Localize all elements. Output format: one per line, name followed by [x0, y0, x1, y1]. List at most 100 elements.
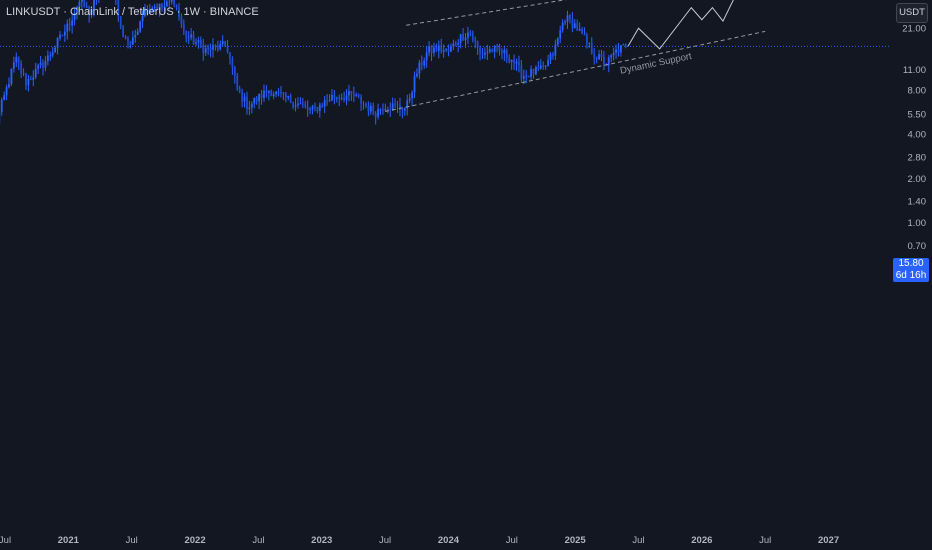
y-tick-label-11: 5.50 [908, 109, 927, 120]
y-tick-label-8: 21.00 [902, 24, 926, 35]
candle [328, 94, 331, 102]
y-tick-label-14: 2.00 [908, 174, 927, 185]
candle [277, 88, 280, 97]
candle [571, 11, 574, 33]
candle [44, 56, 47, 72]
candle [518, 55, 520, 73]
candle [535, 65, 537, 76]
y-tick-label-16: 1.00 [908, 218, 927, 229]
candle [481, 47, 484, 60]
candle [56, 36, 59, 55]
candle [170, 0, 173, 5]
candle [391, 97, 394, 112]
candle [311, 104, 314, 115]
candle [515, 58, 518, 71]
candle [187, 31, 190, 45]
candle [151, 6, 154, 12]
candle [573, 19, 576, 29]
candle [71, 14, 74, 34]
support-line[interactable] [384, 30, 766, 112]
candle [316, 106, 319, 114]
y-tick-label-9: 11.00 [903, 65, 926, 76]
candle [61, 34, 64, 37]
candle [119, 15, 122, 30]
projection-path[interactable] [627, 0, 744, 50]
candle [607, 55, 610, 73]
candle [348, 84, 350, 102]
candle [197, 36, 200, 49]
x-tick-label-11: 2026 [691, 535, 712, 546]
candle [270, 89, 273, 97]
candle [401, 108, 404, 119]
candle [595, 56, 598, 64]
x-tick-label-8: Jul [506, 535, 518, 546]
candle [442, 44, 445, 58]
y-tick-label-12: 4.00 [908, 130, 927, 141]
candle [399, 97, 401, 117]
y-tick-label-17: 0.70 [908, 241, 927, 252]
last-price-tag: 15.80 6d 16h [893, 258, 929, 282]
candle [185, 30, 188, 43]
candle [561, 19, 564, 33]
candle [199, 36, 202, 49]
candle [299, 97, 302, 105]
candle [445, 48, 447, 53]
candle [178, 2, 180, 21]
candle [428, 41, 430, 57]
candle [357, 93, 360, 99]
candle [10, 68, 13, 87]
candle [214, 44, 217, 51]
candle [488, 46, 491, 54]
candle [583, 27, 586, 36]
candle [15, 52, 18, 67]
candle [93, 0, 95, 17]
candle [340, 93, 343, 101]
candle [600, 49, 603, 62]
candle [396, 100, 399, 113]
candle [369, 102, 372, 115]
candle [207, 44, 210, 55]
candle [624, 43, 627, 49]
candle [425, 45, 428, 68]
candle [161, 3, 163, 12]
candle [620, 44, 622, 57]
candle [32, 70, 35, 87]
candle [418, 59, 421, 80]
candle [37, 63, 40, 75]
x-tick-label-2: Jul [126, 535, 138, 546]
candle [117, 0, 120, 22]
candle [454, 40, 457, 47]
candle [263, 84, 265, 102]
candle [22, 68, 25, 77]
candle [182, 19, 185, 36]
candle [141, 10, 144, 29]
candle [603, 50, 605, 71]
candle [190, 28, 193, 41]
candle [556, 37, 559, 47]
candle [491, 48, 494, 53]
candle [527, 75, 530, 78]
candle [622, 43, 625, 46]
candle [537, 61, 540, 71]
candle [246, 91, 248, 115]
candle [68, 17, 71, 32]
candle [3, 91, 6, 101]
candle [457, 38, 460, 53]
candle [146, 5, 149, 16]
candle [610, 53, 613, 63]
candle [46, 50, 49, 66]
currency-badge[interactable]: USDT [896, 3, 928, 23]
candle [12, 56, 15, 73]
candle [345, 88, 348, 106]
candle [474, 36, 477, 49]
candle [510, 59, 513, 70]
candle [498, 43, 501, 56]
candle [437, 40, 440, 59]
candle [576, 19, 579, 31]
candle [365, 102, 367, 109]
candle [532, 68, 535, 79]
candle [180, 13, 183, 28]
candle [467, 26, 469, 44]
candle [63, 24, 66, 42]
